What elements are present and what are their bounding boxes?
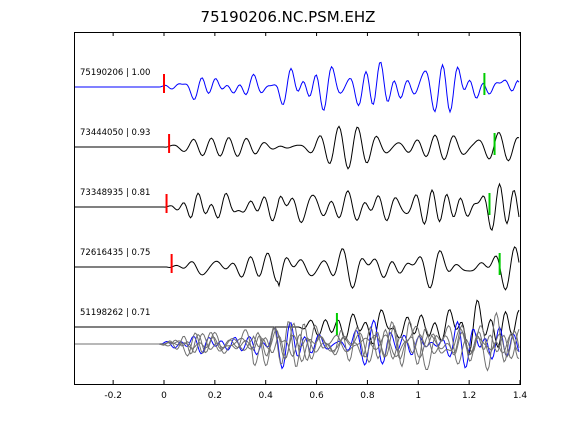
plot-frame	[74, 32, 521, 385]
overlay-stack	[75, 311, 520, 372]
trace-line-3	[75, 182, 520, 232]
trace-label-2: 73444050 | 0.93	[80, 128, 150, 138]
x-tick-label: 0.4	[259, 391, 274, 401]
stack-trace-5	[75, 311, 520, 372]
x-tick-label: 0.2	[208, 391, 222, 401]
traces-layer	[75, 61, 520, 354]
x-tick-label: 1.4	[513, 391, 528, 401]
trace-line-5	[75, 299, 520, 354]
chart-title: 75190206.NC.PSM.EHZ	[201, 8, 376, 26]
trace-line-4	[75, 246, 520, 291]
x-tick-label: 0.6	[309, 391, 324, 401]
trace-labels: 75190206 | 1.00 73444050 | 0.93 73348935 |…	[80, 68, 150, 318]
trace-label-3: 73348935 | 0.81	[80, 188, 150, 198]
trace-line-1	[75, 61, 520, 114]
x-tick-label: 0.8	[360, 391, 375, 401]
x-tick-label: 1	[415, 391, 421, 401]
trace-label-4: 72616435 | 0.75	[80, 248, 150, 258]
trace-label-5: 51198262 | 0.71	[80, 308, 150, 318]
x-tick-label: 0	[161, 391, 167, 401]
picks-layer	[163, 73, 501, 335]
trace-label-1: 75190206 | 1.00	[80, 68, 150, 78]
trace-line-2	[75, 125, 520, 170]
x-axis-ticks: -0.2 0 0.2 0.4 0.6 0.8 1 1.2 1.4	[104, 32, 527, 401]
x-tick-label: 1.2	[462, 391, 476, 401]
x-tick-label: -0.2	[104, 391, 122, 401]
